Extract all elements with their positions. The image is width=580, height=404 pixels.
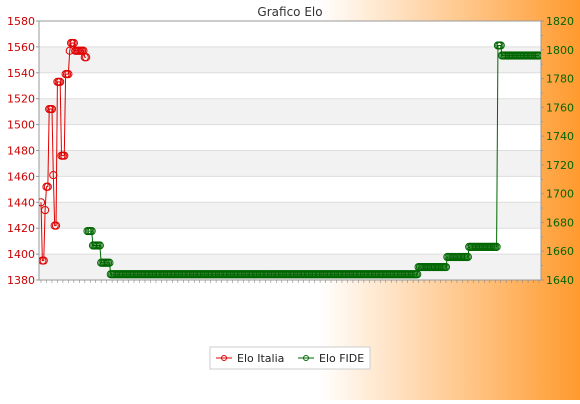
left-tick-label: 1520 bbox=[7, 93, 35, 106]
left-tick-label: 1400 bbox=[7, 248, 35, 261]
right-tick-label: 1640 bbox=[546, 274, 574, 287]
right-tick-label: 1720 bbox=[546, 159, 574, 172]
legend-item-elo-fide: Elo FIDE bbox=[298, 352, 364, 365]
left-tick-label: 1440 bbox=[7, 196, 35, 209]
plot-band bbox=[39, 176, 541, 203]
plot-band bbox=[39, 150, 541, 177]
left-axis: 1380 1400 1420 1440 1460 1480 1500 1520 1540 1560… bbox=[7, 15, 39, 287]
data-point bbox=[47, 104, 57, 114]
data-point bbox=[56, 77, 65, 86]
data-point bbox=[534, 51, 541, 60]
data-point bbox=[39, 198, 46, 207]
data-point bbox=[43, 182, 52, 191]
right-tick-label: 1740 bbox=[546, 130, 574, 143]
left-tick-label: 1380 bbox=[7, 274, 35, 287]
plot-band bbox=[39, 202, 541, 229]
legend-box bbox=[209, 346, 371, 370]
legend-swatch-marker bbox=[221, 355, 227, 361]
data-point bbox=[105, 258, 114, 267]
right-tick-label: 1760 bbox=[546, 101, 574, 114]
left-tick-label: 1420 bbox=[7, 222, 35, 235]
plot-band bbox=[39, 228, 541, 255]
data-point bbox=[41, 205, 50, 215]
left-tick-label: 1580 bbox=[7, 15, 35, 28]
legend-label: Elo FIDE bbox=[319, 352, 364, 365]
right-axis: 1640 1660 1680 1700 1720 1740 1760 1780 1800 1820 bbox=[541, 15, 574, 287]
plot-band bbox=[39, 124, 541, 151]
plot-area bbox=[38, 20, 542, 281]
data-point bbox=[95, 241, 104, 250]
right-tick-label: 1780 bbox=[546, 73, 574, 86]
legend-swatch-marker bbox=[303, 355, 309, 361]
legend-item-elo-italia: Elo Italia bbox=[216, 352, 284, 365]
right-tick-label: 1660 bbox=[546, 245, 574, 258]
data-point bbox=[49, 171, 58, 180]
data-point bbox=[39, 256, 48, 265]
data-point bbox=[51, 221, 61, 230]
left-tick-label: 1480 bbox=[7, 145, 35, 158]
chart-title: Grafico Elo bbox=[257, 5, 322, 19]
x-axis bbox=[40, 280, 540, 283]
plot-band bbox=[39, 46, 541, 73]
left-tick-label: 1460 bbox=[7, 170, 35, 183]
data-point bbox=[441, 262, 451, 272]
series-layer bbox=[39, 38, 541, 279]
data-point bbox=[87, 226, 96, 236]
series-elo-fide bbox=[83, 41, 541, 279]
data-point bbox=[492, 242, 501, 252]
legend-label: Elo Italia bbox=[237, 352, 284, 365]
left-tick-label: 1500 bbox=[7, 119, 35, 132]
right-tick-label: 1680 bbox=[546, 216, 574, 229]
right-tick-label: 1800 bbox=[546, 44, 574, 57]
plot-band bbox=[39, 21, 541, 47]
data-point bbox=[69, 38, 78, 48]
data-point bbox=[496, 41, 505, 50]
series-elo-italia bbox=[39, 38, 91, 265]
series-line bbox=[87, 44, 539, 275]
data-point bbox=[60, 151, 69, 160]
left-tick-label: 1540 bbox=[7, 67, 35, 80]
legend: Elo Italia Elo FIDE bbox=[209, 346, 371, 370]
data-point bbox=[82, 53, 91, 62]
right-tick-label: 1820 bbox=[546, 15, 574, 28]
plot-band bbox=[39, 72, 541, 99]
data-point bbox=[64, 69, 73, 79]
data-point bbox=[463, 252, 472, 262]
left-tick-label: 1560 bbox=[7, 41, 35, 54]
plot-band bbox=[39, 98, 541, 125]
right-tick-label: 1700 bbox=[546, 188, 574, 201]
